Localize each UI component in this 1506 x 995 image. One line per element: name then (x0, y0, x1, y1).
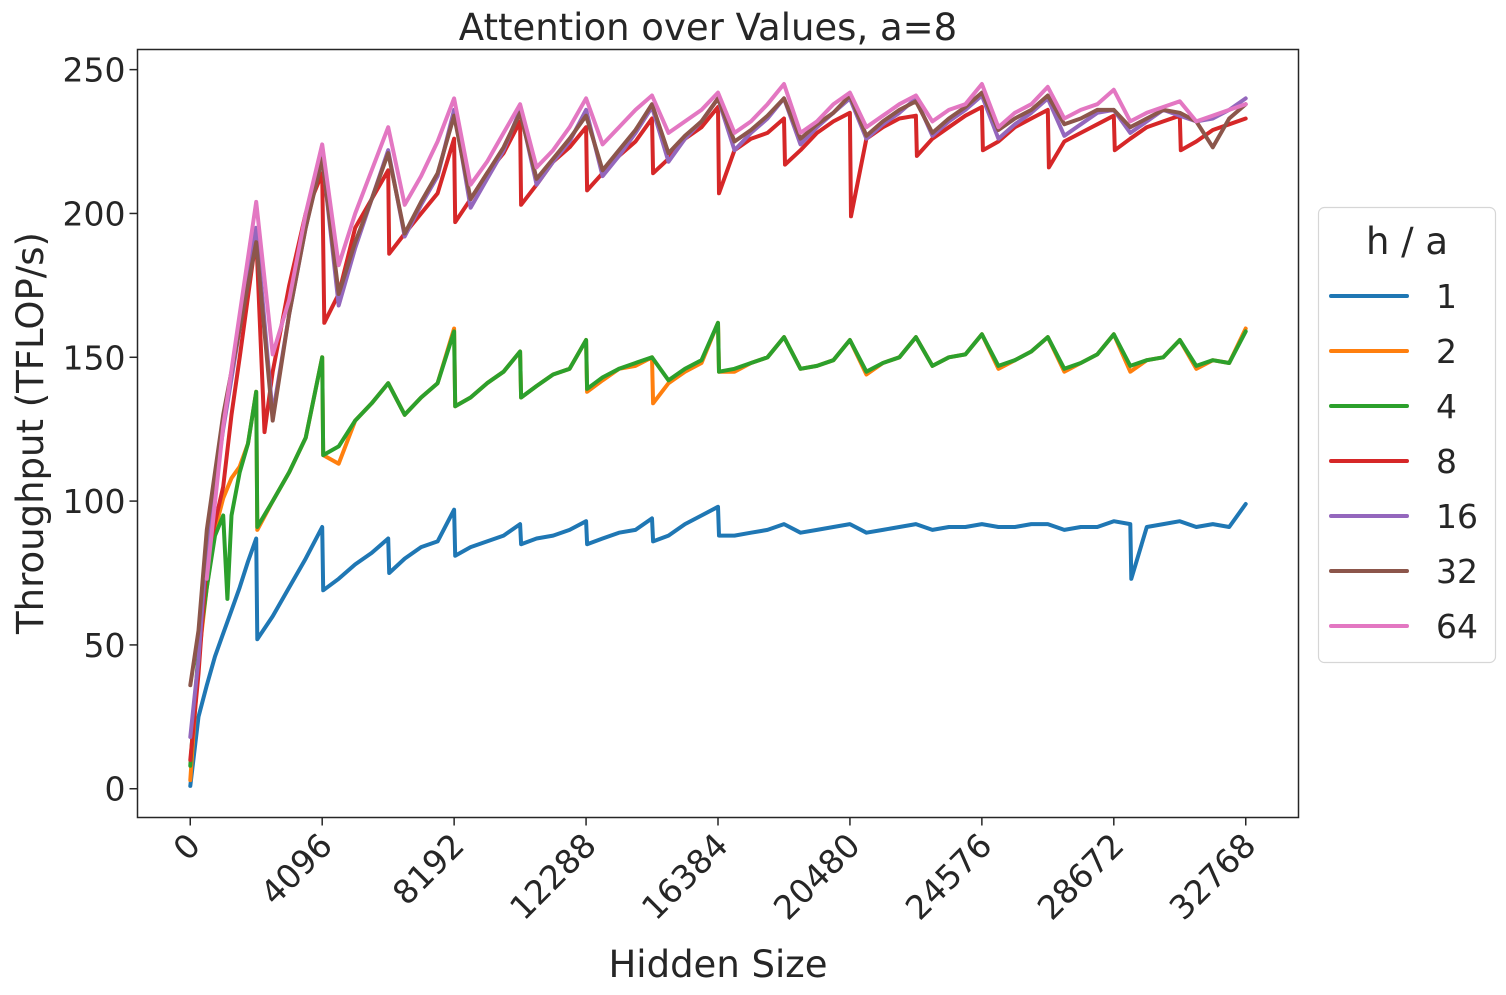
y-tick-label: 150 (63, 338, 126, 377)
legend-item-8: 8 (1329, 442, 1457, 481)
y-axis-title: Throughput (TFLOP/s) (9, 232, 52, 635)
y-tick-label: 0 (105, 770, 126, 809)
series-line-8 (188, 105, 1248, 762)
legend-label: 32 (1436, 552, 1478, 591)
plot-lines (188, 82, 1248, 788)
y-tick-label: 250 (63, 51, 126, 90)
legend-label: 1 (1436, 277, 1457, 316)
y-tick-label: 200 (63, 194, 126, 233)
x-axis-title: Hidden Size (608, 943, 827, 986)
legend-item-4: 4 (1329, 387, 1457, 426)
legend-label: 64 (1436, 607, 1478, 646)
y-axis: 0 50 100 150 200 250 (63, 51, 138, 809)
legend-item-1: 1 (1329, 277, 1457, 316)
legend-item-2: 2 (1329, 332, 1457, 371)
series-line-4 (188, 320, 1248, 768)
legend: h / a 1 2 4 8 16 32 64 (1317, 206, 1497, 664)
legend-item-32: 32 (1329, 552, 1478, 591)
series-line-64 (204, 82, 1248, 581)
legend-item-64: 64 (1329, 607, 1478, 646)
legend-title: h / a (1366, 220, 1448, 263)
legend-item-16: 16 (1329, 497, 1478, 536)
legend-items: 1 2 4 8 16 32 64 (1329, 277, 1478, 646)
legend-label: 8 (1436, 442, 1457, 481)
y-tick-label: 50 (84, 626, 126, 665)
chart-title: Attention over Values, a=8 (459, 6, 957, 49)
legend-label: 16 (1436, 497, 1478, 536)
legend-label: 2 (1436, 332, 1457, 371)
series-line-1 (188, 502, 1248, 788)
legend-box (1317, 206, 1497, 664)
series-line-32 (188, 90, 1248, 688)
legend-label: 4 (1436, 387, 1457, 426)
y-tick-label: 100 (63, 482, 126, 521)
